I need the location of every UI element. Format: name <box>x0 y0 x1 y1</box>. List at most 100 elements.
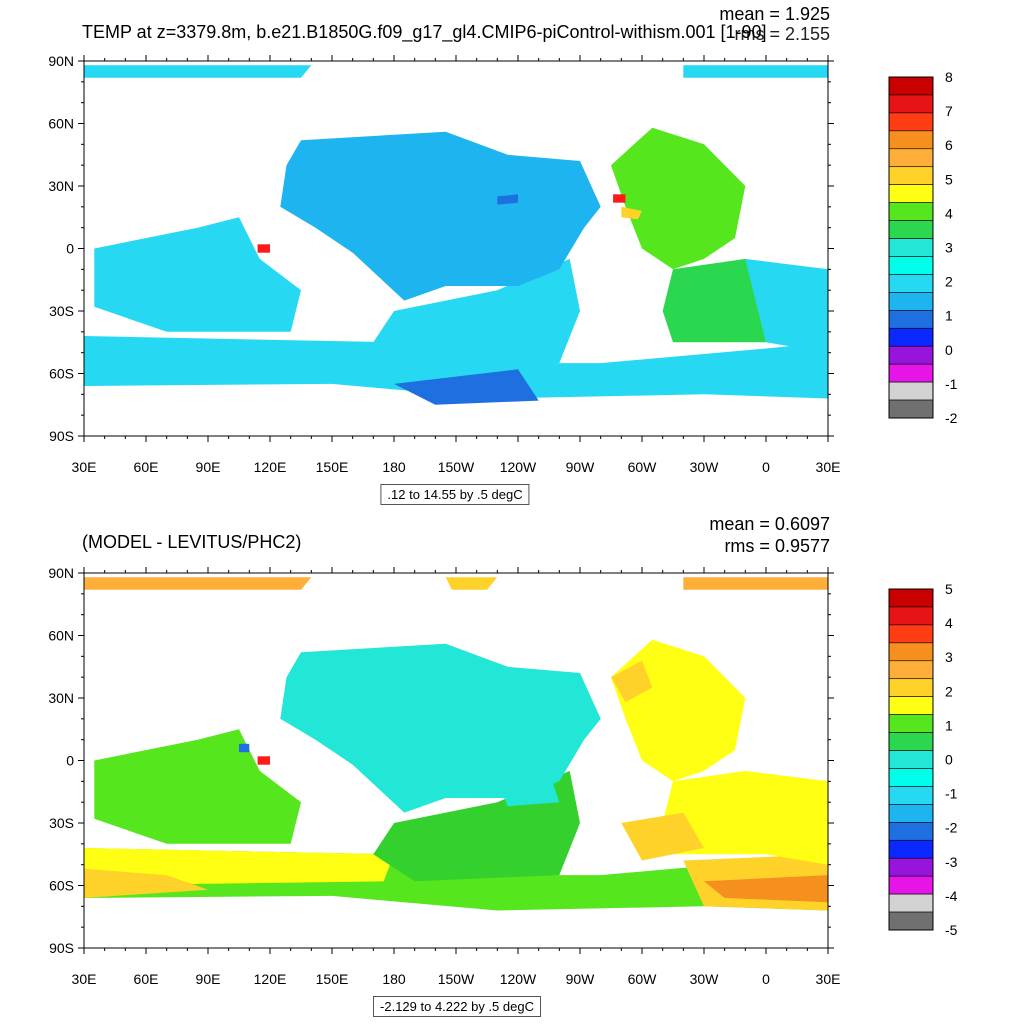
colorbar-box <box>888 148 934 168</box>
x-tick-label: 120W <box>500 459 537 475</box>
colorbar-label: 1 <box>945 308 953 324</box>
colorbar-label: -1 <box>945 376 958 392</box>
colorbar-box <box>888 220 934 239</box>
x-tick-label: 90W <box>566 971 596 987</box>
colorbar-box <box>888 202 934 221</box>
colorbar-label: 8 <box>945 69 953 85</box>
colorbar-frame <box>888 76 934 419</box>
south-pacific-region <box>373 258 580 370</box>
cold-patch <box>239 743 250 753</box>
x-tick-label: 0 <box>762 459 770 475</box>
x-tick-label: 120E <box>254 971 287 987</box>
colorbar-box <box>888 130 934 150</box>
colorbar-box <box>888 345 934 365</box>
y-tick-label: 0 <box>66 753 74 769</box>
y-tick-label: 60N <box>48 116 74 132</box>
colorbar-label: 5 <box>945 581 953 597</box>
x-tick-label: 150W <box>438 459 475 475</box>
ocean-fill <box>84 65 828 405</box>
colorbar-label: 5 <box>945 171 953 187</box>
colorbar-box <box>888 768 934 787</box>
south-atlantic-hot <box>704 875 828 903</box>
x-tick-label: 90W <box>566 459 596 475</box>
south-atlantic-region <box>662 258 777 343</box>
x-tick-label: 120W <box>500 971 537 987</box>
x-tick-label: 90E <box>196 459 221 475</box>
contour-range-label: -2.129 to 4.222 by .5 degC <box>373 996 541 1017</box>
colorbar-box <box>888 839 934 859</box>
colorbar-label: 1 <box>945 717 953 733</box>
tropical-pacific-cool <box>497 770 560 807</box>
colorbar-label: -2 <box>945 410 958 426</box>
x-tick-label: 90E <box>196 971 221 987</box>
warm-patch <box>621 206 642 220</box>
warm-patch <box>613 194 626 203</box>
colorbar-box <box>888 184 934 203</box>
colorbar-box <box>888 822 934 841</box>
y-tick-label: 90S <box>49 428 74 444</box>
cold-water-region <box>394 369 539 405</box>
colorbar-frame <box>888 588 934 931</box>
colorbar-label: 4 <box>945 615 953 631</box>
indian-ocean-region <box>94 729 301 844</box>
x-tick-label: 30W <box>690 459 720 475</box>
north-pacific-region <box>280 131 601 301</box>
x-tick-label: 30E <box>72 459 97 475</box>
colorbar-box <box>888 76 934 96</box>
colorbar-label: -3 <box>945 854 958 870</box>
south-indian-warm <box>84 868 208 898</box>
colorbar-label: -5 <box>945 922 958 938</box>
north-atlantic-region <box>611 639 746 782</box>
y-tick-label: 0 <box>66 241 74 257</box>
colorbar-box <box>888 696 934 715</box>
east-atlantic-region <box>745 258 828 353</box>
south-atlantic-warm <box>621 812 704 861</box>
colorbar-box <box>888 750 934 769</box>
x-tick-label: 30E <box>72 971 97 987</box>
north-pacific-region <box>280 643 601 813</box>
north-atlantic-region <box>611 127 746 270</box>
colorbar-box <box>888 642 934 662</box>
colorbar-box <box>888 678 934 697</box>
colorbar-box <box>888 804 934 823</box>
mean-label: mean = 0.6097 <box>709 514 830 534</box>
x-tick-label: 60E <box>134 459 159 475</box>
colorbar-box <box>888 893 934 913</box>
y-tick-label: 90S <box>49 940 74 956</box>
colorbar-label: 3 <box>945 240 953 256</box>
colorbar-box <box>888 256 934 275</box>
x-tick-label: 60W <box>628 459 658 475</box>
warm-patch <box>257 756 270 765</box>
colorbar-box <box>888 94 934 114</box>
x-tick-label: 180 <box>382 459 406 475</box>
rms-label: rms = 2.155 <box>734 24 830 44</box>
colorbar-box <box>888 732 934 751</box>
colorbar-label: 4 <box>945 205 953 221</box>
contour-range-label: .12 to 14.55 by .5 degC <box>380 484 530 505</box>
x-tick-label: 30E <box>816 459 841 475</box>
colorbar-box <box>888 875 934 895</box>
ocean-fill <box>84 577 828 911</box>
colorbar-box <box>888 112 934 132</box>
colorbar-box <box>888 310 934 329</box>
colorbar-box <box>888 660 934 680</box>
y-tick-label: 60S <box>49 878 74 894</box>
colorbar-box <box>888 606 934 626</box>
x-tick-label: 60W <box>628 971 658 987</box>
colorbar-box <box>888 911 934 931</box>
arctic-ocean-region <box>84 577 312 590</box>
colorbar-label: 2 <box>945 683 953 699</box>
panel-temperature: 90N 60N 30N 0 30S 60S 90S 30E 60E 90E 120E 150E 180 1… <box>48 4 958 505</box>
y-tick-label: 30N <box>48 690 74 706</box>
colorbar-box <box>888 714 934 733</box>
colorbar-box <box>888 166 934 185</box>
colorbar-box <box>888 381 934 401</box>
colorbar-label: 0 <box>945 752 953 768</box>
panel-title: (MODEL - LEVITUS/PHC2) <box>82 532 302 552</box>
x-tick-label: 120E <box>254 459 287 475</box>
x-tick-label: 60E <box>134 971 159 987</box>
panel-title: TEMP at z=3379.8m, b.e21.B1850G.f09_g17_… <box>82 22 767 42</box>
colorbar-box <box>888 292 934 311</box>
colorbar-label: -1 <box>945 786 958 802</box>
